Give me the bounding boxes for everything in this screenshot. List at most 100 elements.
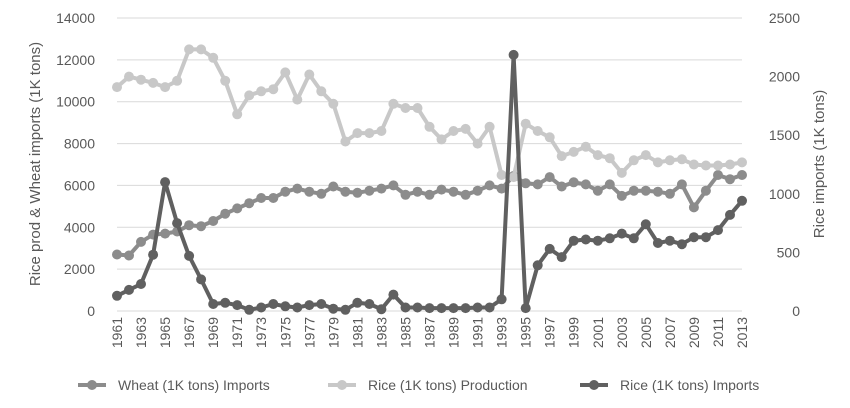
right-tick-label: 500: [777, 244, 801, 260]
data-point: [232, 203, 243, 214]
data-point: [292, 94, 303, 105]
data-point: [484, 121, 495, 132]
series-line: [116, 52, 744, 312]
x-tick-label: 2003: [614, 317, 630, 348]
x-tick-label: 1961: [109, 317, 125, 348]
data-point: [460, 189, 471, 200]
data-point: [400, 103, 411, 113]
data-point: [388, 180, 399, 191]
data-point: [604, 233, 615, 244]
data-point: [184, 250, 195, 261]
data-point: [124, 250, 134, 261]
data-point: [160, 82, 171, 93]
data-point: [280, 301, 291, 312]
right-tick-label: 1000: [769, 186, 800, 202]
data-point: [232, 300, 243, 311]
data-point: [160, 228, 171, 239]
x-axis-ticks: 1961 1963 1965 1967 1969 1971 1973 1975 1977 1979…: [109, 317, 750, 348]
data-point: [556, 181, 567, 192]
right-tick-label: 2500: [769, 10, 800, 26]
right-tick-label: 2000: [769, 69, 800, 85]
data-point: [172, 218, 183, 229]
data-point: [400, 189, 411, 200]
left-tick-label: 14000: [56, 10, 95, 26]
data-point: [160, 177, 171, 188]
right-tick-label: 1500: [769, 127, 800, 143]
data-point: [676, 239, 687, 250]
gridlines: [117, 17, 742, 312]
x-tick-label: 1981: [349, 317, 365, 348]
data-point: [520, 303, 531, 314]
data-point: [280, 186, 291, 197]
data-point: [388, 98, 399, 109]
data-point: [436, 184, 447, 195]
legend-item-rice-production[interactable]: Rice (1K tons) Production: [328, 377, 528, 393]
data-point: [496, 183, 507, 194]
x-tick-label: 1993: [494, 317, 510, 348]
data-point: [316, 188, 327, 199]
data-point: [112, 249, 122, 260]
x-tick-label: 1995: [518, 317, 534, 348]
data-point: [532, 179, 543, 190]
left-axis-title: Rice prod & Wheat imports (1K tons): [27, 42, 44, 286]
data-point: [508, 172, 519, 183]
data-point: [532, 260, 543, 271]
x-tick-label: 2009: [686, 317, 702, 348]
data-point: [208, 216, 219, 226]
data-point: [664, 188, 675, 199]
data-point: [628, 155, 639, 166]
data-point: [400, 302, 411, 313]
data-point: [412, 186, 423, 197]
data-point: [292, 183, 303, 194]
data-point: [184, 220, 195, 231]
left-tick-label: 2000: [64, 261, 95, 277]
x-tick-label: 2007: [662, 317, 678, 348]
data-point: [424, 303, 435, 314]
data-point: [364, 185, 375, 196]
data-point: [616, 190, 627, 201]
data-point: [544, 172, 555, 183]
data-point: [604, 153, 615, 164]
data-point: [616, 228, 627, 239]
x-tick-label: 2001: [590, 317, 606, 348]
data-point: [592, 185, 603, 196]
data-point: [737, 170, 747, 180]
data-point: [268, 84, 279, 95]
legend-item-rice-imports[interactable]: Rice (1K tons) Imports: [580, 377, 759, 393]
data-point: [304, 300, 315, 311]
x-tick-label: 1985: [397, 317, 413, 348]
data-point: [136, 236, 146, 247]
data-point: [196, 221, 207, 232]
x-tick-label: 1969: [205, 317, 221, 348]
data-point: [376, 183, 387, 194]
x-tick-label: 1997: [542, 317, 558, 348]
data-point: [220, 75, 231, 86]
data-point: [172, 75, 183, 86]
data-point: [376, 304, 387, 315]
data-point: [448, 126, 459, 136]
data-point: [220, 297, 231, 308]
data-point: [256, 302, 267, 313]
x-tick-label: 1983: [373, 317, 389, 348]
data-point: [424, 121, 435, 132]
data-point: [340, 136, 351, 147]
data-point: [700, 160, 711, 171]
data-point: [340, 186, 351, 197]
data-point: [640, 219, 651, 230]
data-point: [520, 118, 531, 129]
legend-item-wheat-imports[interactable]: Wheat (1K tons) Imports: [78, 377, 270, 393]
data-point: [484, 302, 495, 313]
left-axis-ticks: 0 2000 4000 6000 8000 10000 12000 14000: [56, 10, 95, 319]
data-point: [148, 249, 159, 260]
data-point: [304, 186, 315, 197]
data-point: [737, 195, 747, 206]
x-tick-label: 2011: [710, 317, 726, 347]
data-point: [412, 103, 423, 113]
x-tick-label: 1973: [253, 317, 269, 348]
data-point: [316, 86, 327, 97]
data-point: [448, 303, 459, 314]
data-point: [725, 159, 735, 170]
data-point: [700, 232, 711, 243]
data-point: [328, 181, 339, 192]
